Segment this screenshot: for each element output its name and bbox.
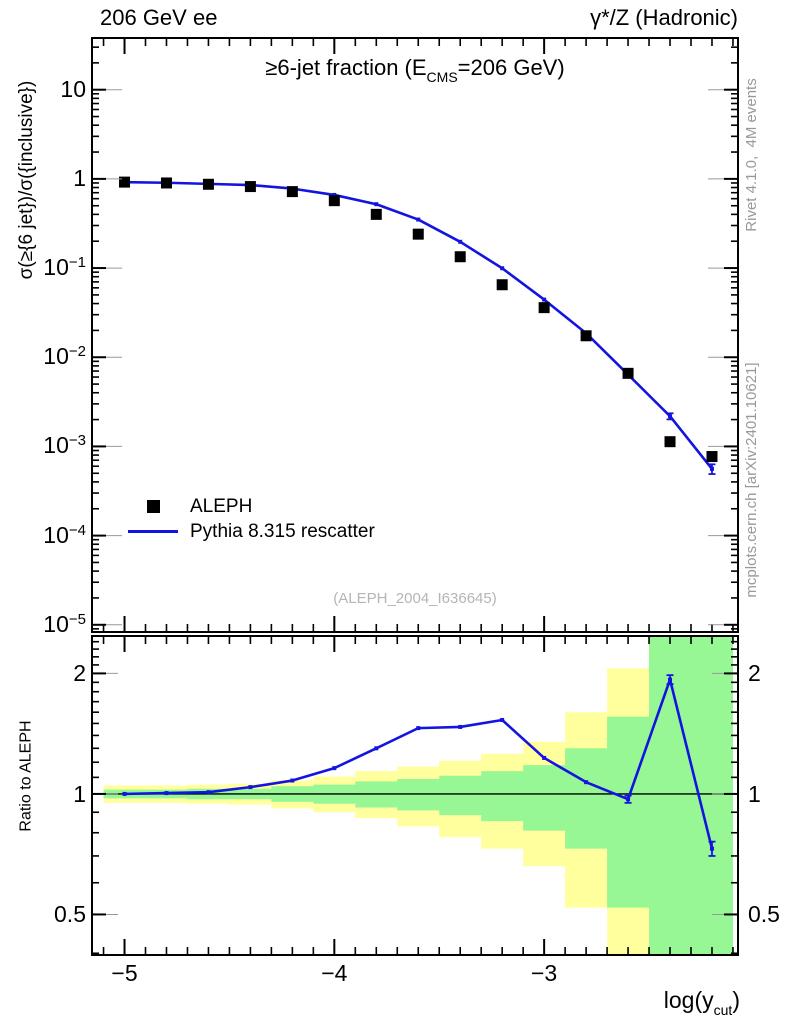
y-tick-label-main: 10−4: [43, 521, 86, 548]
analysis-id-watermark: (ALEPH_2004_I636645): [333, 590, 497, 607]
legend-item-pythia: Pythia 8.315 rescatter: [120, 519, 375, 544]
aleph-data-points: [119, 176, 718, 463]
data-point-square: [244, 181, 256, 193]
data-point-square: [328, 195, 340, 207]
data-point-square: [412, 228, 424, 240]
y-tick-label-ratio-left: 0.5: [54, 901, 86, 928]
ratio-line-group: [122, 674, 716, 857]
x-tick-label: −5: [111, 960, 138, 986]
y-tick-label-main: 10−5: [43, 610, 86, 637]
exponent: −1: [68, 254, 86, 272]
y-tick-label-ratio-left: 1: [73, 780, 86, 807]
data-point-square: [119, 176, 131, 188]
y-tick-label-main: 10−3: [43, 432, 86, 459]
header-beam-label: 206 GeV ee: [100, 5, 218, 30]
data-square-marker-icon: [146, 500, 160, 513]
x-axis-label: log(ycut): [663, 987, 740, 1018]
y-tick-label-ratio-left: 2: [73, 660, 86, 687]
legend-label: ALEPH: [190, 495, 253, 517]
data-point-square: [580, 330, 592, 342]
exponent: −2: [68, 343, 86, 361]
x-tick-label: −4: [321, 960, 348, 986]
uncertainty-band-green: [103, 636, 733, 955]
data-point-square: [202, 178, 214, 190]
exponent: −5: [68, 610, 86, 628]
uncertainty-bands: [103, 636, 733, 955]
exponent: −3: [68, 432, 86, 450]
y-tick-label-main: 10−2: [43, 343, 86, 370]
mcplots-source-note: mcplots.cern.ch [arXiv:2401.10621]: [743, 362, 761, 598]
data-point-square: [160, 177, 172, 189]
data-point-square: [370, 208, 382, 220]
panel-frames: [91, 37, 739, 956]
y-tick-label-main: 10−1: [43, 254, 86, 281]
main-panel-frame: [91, 37, 739, 633]
data-point-square: [454, 251, 466, 263]
title-subscript: CMS: [426, 69, 458, 85]
xlabel-subscript: cut: [713, 1002, 733, 1018]
pythia-model-line-group: [122, 180, 716, 475]
plot-title: ≥6-jet fraction (ECMS=206 GeV): [265, 55, 565, 85]
header-process-label: γ*/Z (Hadronic): [590, 5, 738, 30]
x-tick-label: −3: [531, 960, 558, 986]
y-axis-label-ratio: Ratio to ALEPH: [17, 720, 35, 832]
data-point-square: [622, 367, 634, 379]
y-tick-label-main: 1: [73, 164, 86, 191]
data-point-square: [286, 186, 298, 198]
ratio-panel-frame: [91, 635, 739, 956]
axis-ticks: [92, 38, 738, 955]
legend-item-aleph: ALEPH: [120, 494, 375, 519]
rivet-version-note: Rivet 4.1.0, 4M events: [743, 78, 761, 232]
pythia-line: [124, 180, 714, 470]
y-tick-label-ratio-right: 1: [748, 780, 761, 807]
data-point-square: [496, 279, 508, 291]
data-point-square: [706, 451, 718, 463]
data-point-square: [664, 436, 676, 448]
y-tick-label-main: 10: [60, 75, 86, 102]
legend: ALEPH Pythia 8.315 rescatter: [120, 494, 375, 544]
model-line-marker-icon: [128, 530, 178, 533]
y-tick-label-ratio-right: 0.5: [748, 901, 780, 928]
y-tick-label-ratio-right: 2: [748, 660, 761, 687]
data-point-square: [538, 302, 550, 314]
exponent: −4: [68, 521, 86, 539]
legend-label: Pythia 8.315 rescatter: [190, 520, 375, 542]
